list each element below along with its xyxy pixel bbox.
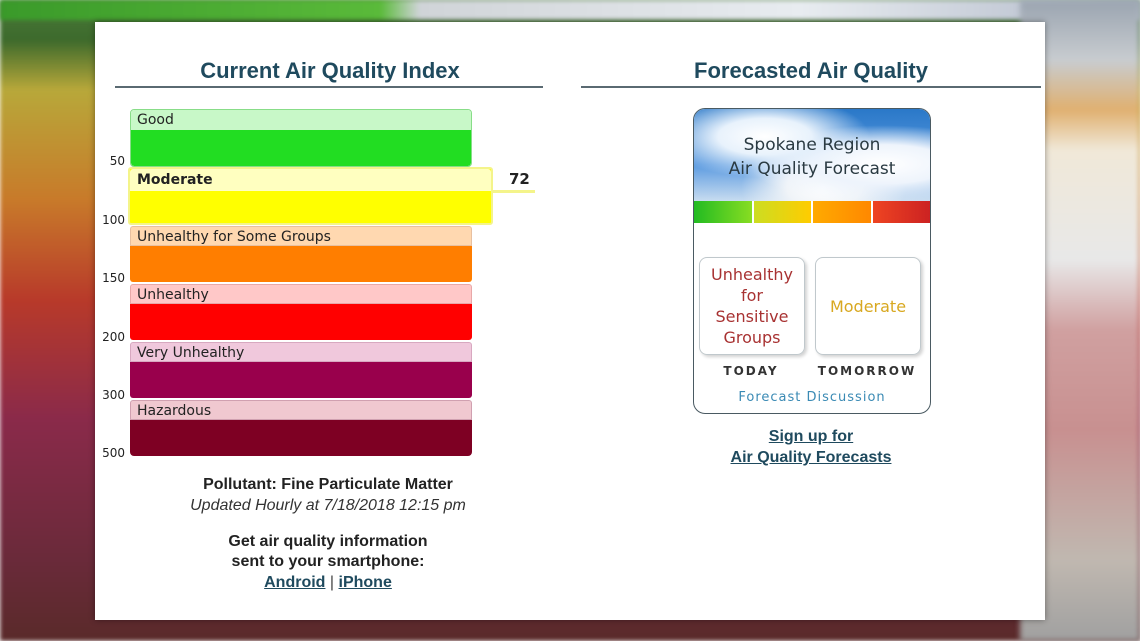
scale-label-100: 100 [102,213,125,227]
smartphone-text-2: sent to your smartphone: [231,553,425,570]
band-usg: Unhealthy for Some Groups [130,226,472,284]
scale-label-300: 300 [102,388,125,402]
aqi-value: 72 [509,170,530,188]
color-bar-green [694,201,752,223]
scale-label-50: 50 [109,154,125,168]
today-label: TODAY [723,364,779,378]
scale-label-200: 200 [102,330,125,344]
today-forecast-card[interactable]: Unhealthy for Sensitive Groups [699,257,805,355]
smartphone-text-1: Get air quality information [228,533,428,550]
band-very-unhealthy: Very Unhealthy [130,342,472,400]
band-very-unhealthy-fill [130,362,472,398]
background-top [0,0,1140,20]
band-hazardous-fill [130,420,472,456]
band-moderate: Moderate [128,167,493,225]
band-very-unhealthy-label: Very Unhealthy [130,342,472,362]
current-title-rule [115,86,543,88]
forecast-widget[interactable]: Spokane Region Air Quality Forecast Unhe… [693,108,931,414]
current-aqi-title: Current Air Quality Index [200,58,460,83]
tomorrow-label: TOMORROW [817,364,917,378]
band-usg-label: Unhealthy for Some Groups [130,226,472,246]
android-link[interactable]: Android [264,574,326,591]
signup-link-line1[interactable]: Sign up for [768,428,854,445]
forecast-color-bar [694,201,930,223]
band-good-label: Good [131,110,471,130]
forecast-title: Forecasted Air Quality [694,58,928,83]
pollutant-label: Pollutant: Fine Particulate Matter [203,476,453,493]
band-usg-fill [130,246,472,282]
forecast-discussion-link[interactable]: Forecast Discussion [738,390,886,405]
tomorrow-forecast-status: Moderate [829,296,907,316]
band-good-fill [131,130,471,166]
band-unhealthy-fill [130,304,472,340]
sky-header-image [694,109,930,201]
band-hazardous: Hazardous [130,400,472,458]
signup-link-wrap-2: Air Quality Forecasts [655,449,967,467]
scale-label-500: 500 [102,446,125,460]
band-good: Good [130,109,472,167]
iphone-link[interactable]: iPhone [338,574,392,591]
forecast-header-line2: Air Quality Forecast [728,159,896,179]
link-separator: | [329,574,335,591]
forecast-title-rule [581,86,1041,88]
app-links: Android | iPhone [135,574,521,592]
air-quality-panel: Current Air Quality Index 50 100 150 200… [95,22,1045,620]
today-forecast-status: Unhealthy for Sensitive Groups [711,265,793,347]
color-bar-red [872,201,930,223]
scale-label-150: 150 [102,271,125,285]
color-bar-yellow [753,201,811,223]
forecast-header-line1: Spokane Region [743,135,881,155]
color-bar-orange [813,201,871,223]
tomorrow-forecast-card[interactable]: Moderate [815,257,921,355]
signup-link-line2[interactable]: Air Quality Forecasts [730,449,892,466]
band-moderate-label: Moderate [130,169,491,191]
aqi-pointer [493,190,535,193]
signup-link-wrap: Sign up for [693,428,929,446]
band-hazardous-label: Hazardous [130,400,472,420]
updated-timestamp: Updated Hourly at 7/18/2018 12:15 pm [190,497,466,514]
band-unhealthy: Unhealthy [130,284,472,342]
band-unhealthy-label: Unhealthy [130,284,472,304]
forecast-header: Spokane Region Air Quality Forecast [694,133,930,181]
